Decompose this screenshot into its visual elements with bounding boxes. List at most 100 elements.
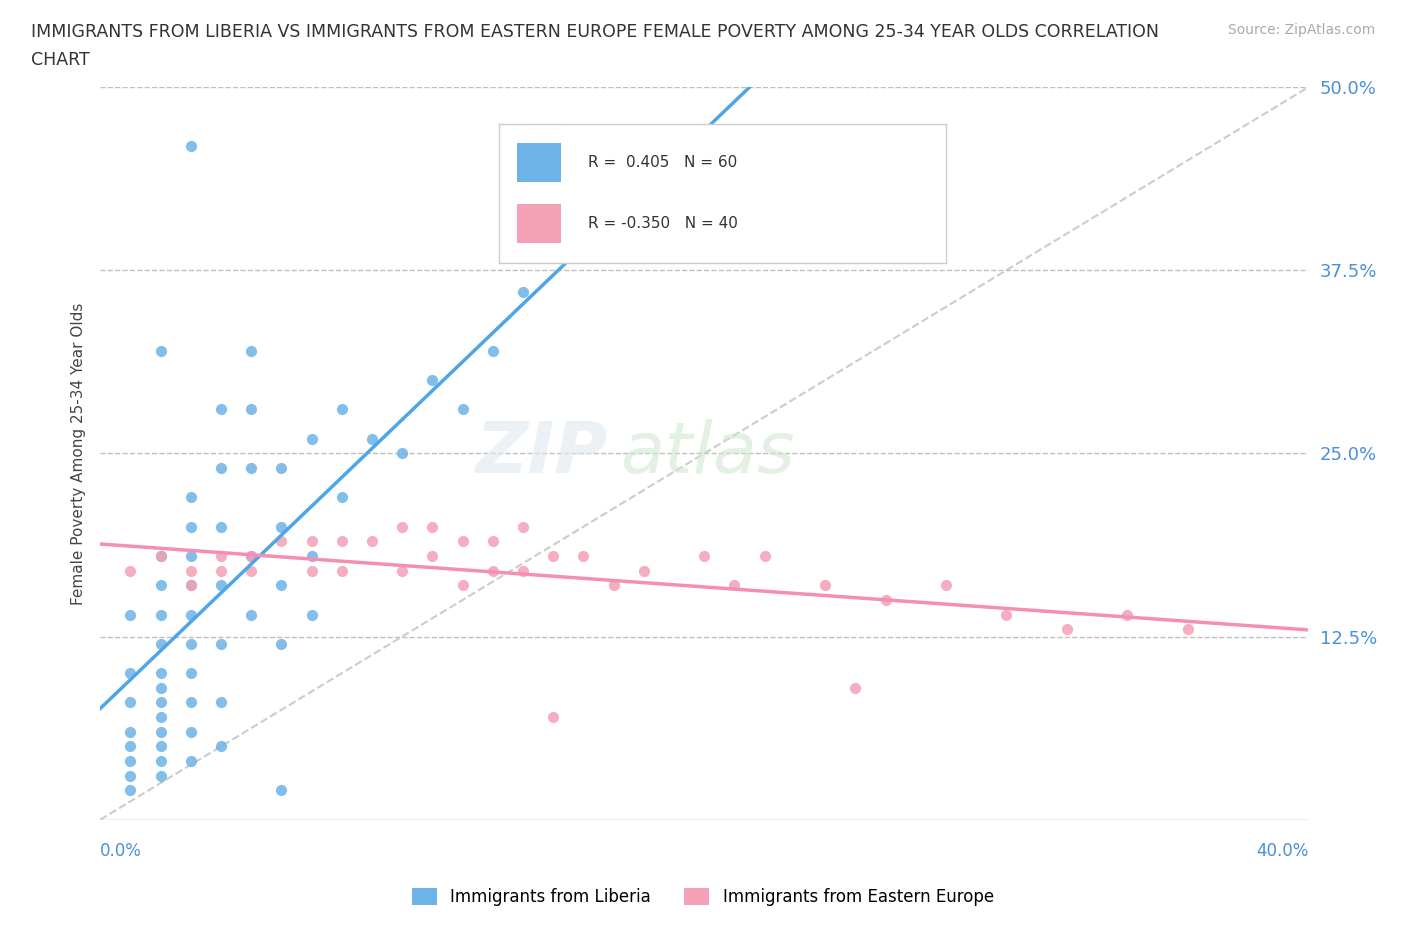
Point xyxy=(875,592,897,607)
Point xyxy=(149,768,172,783)
Point xyxy=(180,490,202,505)
Point xyxy=(149,549,172,564)
Point xyxy=(149,666,172,681)
Point xyxy=(330,534,353,549)
Point xyxy=(120,666,142,681)
Point xyxy=(270,636,292,651)
Legend: Immigrants from Liberia, Immigrants from Eastern Europe: Immigrants from Liberia, Immigrants from… xyxy=(405,881,1001,912)
Point xyxy=(120,739,142,754)
Point xyxy=(180,564,202,578)
Point xyxy=(149,695,172,710)
Point xyxy=(209,564,232,578)
Point xyxy=(422,549,444,564)
Point xyxy=(149,549,172,564)
Text: CHART: CHART xyxy=(31,51,90,69)
Point xyxy=(482,343,505,358)
Point xyxy=(149,578,172,592)
Point xyxy=(301,564,323,578)
Point xyxy=(814,578,837,592)
Text: IMMIGRANTS FROM LIBERIA VS IMMIGRANTS FROM EASTERN EUROPE FEMALE POVERTY AMONG 2: IMMIGRANTS FROM LIBERIA VS IMMIGRANTS FR… xyxy=(31,23,1159,41)
Point xyxy=(180,578,202,592)
Point xyxy=(1056,622,1078,637)
Point xyxy=(120,695,142,710)
Point xyxy=(209,519,232,534)
Point xyxy=(120,607,142,622)
Point xyxy=(209,695,232,710)
Point xyxy=(451,578,474,592)
Point xyxy=(240,460,263,475)
Point xyxy=(149,710,172,724)
Point xyxy=(422,373,444,388)
Point xyxy=(180,549,202,564)
Point xyxy=(120,753,142,768)
Point xyxy=(180,753,202,768)
Point xyxy=(149,343,172,358)
Point xyxy=(180,724,202,739)
Point xyxy=(301,534,323,549)
Point xyxy=(180,578,202,592)
Point xyxy=(935,578,957,592)
Point xyxy=(240,549,263,564)
Point xyxy=(301,607,323,622)
Point xyxy=(149,636,172,651)
Point xyxy=(120,724,142,739)
Point xyxy=(149,724,172,739)
Point xyxy=(422,519,444,534)
Point xyxy=(240,402,263,417)
Point xyxy=(361,432,384,446)
Point xyxy=(1116,607,1139,622)
Point xyxy=(361,534,384,549)
Point xyxy=(301,432,323,446)
Text: 40.0%: 40.0% xyxy=(1256,842,1309,859)
Point xyxy=(180,607,202,622)
Point xyxy=(270,578,292,592)
Point xyxy=(180,636,202,651)
Point xyxy=(482,534,505,549)
Point xyxy=(512,285,534,299)
Point xyxy=(1177,622,1199,637)
Point xyxy=(180,695,202,710)
Point xyxy=(180,519,202,534)
Point xyxy=(270,783,292,798)
Point xyxy=(209,460,232,475)
Point xyxy=(330,490,353,505)
Point xyxy=(301,549,323,564)
Point xyxy=(120,564,142,578)
Point xyxy=(240,564,263,578)
Point xyxy=(633,564,655,578)
Point xyxy=(391,564,413,578)
Point xyxy=(149,753,172,768)
Point xyxy=(391,519,413,534)
Point xyxy=(240,343,263,358)
Point xyxy=(180,139,202,153)
Point xyxy=(209,636,232,651)
Point xyxy=(240,549,263,564)
Point xyxy=(482,564,505,578)
Point xyxy=(541,549,564,564)
Point xyxy=(120,768,142,783)
Text: ZIP: ZIP xyxy=(475,418,607,488)
Point xyxy=(270,519,292,534)
Point xyxy=(180,666,202,681)
Point xyxy=(149,739,172,754)
Point xyxy=(572,549,595,564)
Point xyxy=(602,578,624,592)
Point xyxy=(754,549,776,564)
Text: Source: ZipAtlas.com: Source: ZipAtlas.com xyxy=(1227,23,1375,37)
Point xyxy=(693,549,716,564)
Point xyxy=(723,578,745,592)
Point xyxy=(330,564,353,578)
Point xyxy=(209,549,232,564)
Point xyxy=(995,607,1018,622)
Point xyxy=(391,446,413,461)
Point xyxy=(512,564,534,578)
Point xyxy=(451,402,474,417)
Point xyxy=(149,607,172,622)
Point xyxy=(209,402,232,417)
Point xyxy=(541,710,564,724)
Point xyxy=(844,681,866,696)
Point xyxy=(149,681,172,696)
Point xyxy=(209,578,232,592)
Point xyxy=(512,519,534,534)
Point xyxy=(330,402,353,417)
